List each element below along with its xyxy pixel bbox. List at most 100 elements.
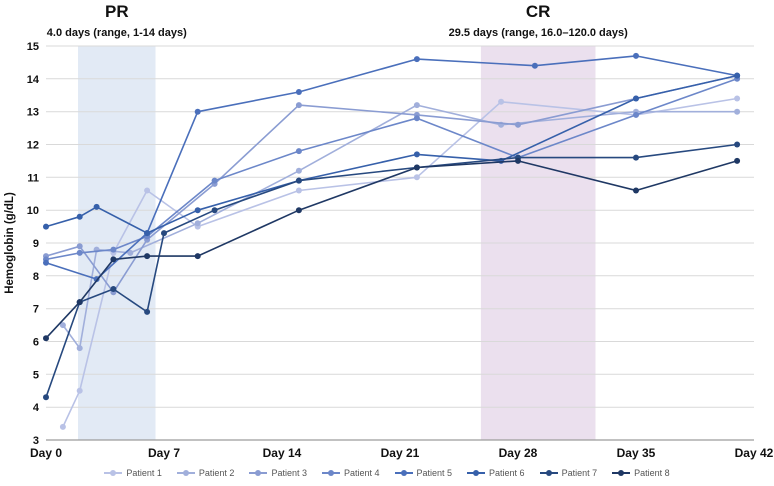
legend-dot-icon xyxy=(327,470,334,476)
data-point-patient-1 xyxy=(295,187,302,194)
data-point-patient-7 xyxy=(734,141,741,148)
pr-sublabel: 4.0 days (range, 1-14 days) xyxy=(47,27,187,39)
series-line-patient-8 xyxy=(45,160,738,339)
x-tick-label: Day 42 xyxy=(735,446,774,460)
data-point-patient-8 xyxy=(110,256,117,263)
data-point-patient-6 xyxy=(194,207,201,214)
data-point-patient-1 xyxy=(76,387,83,394)
data-point-patient-1 xyxy=(413,174,420,181)
legend-line-dot-icon xyxy=(467,470,486,476)
y-tick-label: 14 xyxy=(27,74,40,86)
data-point-patient-8 xyxy=(515,157,521,164)
data-point-patient-5 xyxy=(413,56,420,63)
cr-label: CR xyxy=(526,2,551,21)
legend-label: Patient 7 xyxy=(561,468,598,478)
data-point-patient-5 xyxy=(43,259,49,266)
legend-dot-icon xyxy=(182,470,189,476)
y-tick-label: 11 xyxy=(27,172,39,184)
data-point-patient-2 xyxy=(194,220,201,227)
x-tick-label: Day 35 xyxy=(617,446,656,460)
legend-label: Patient 8 xyxy=(634,468,670,478)
legend-dot-icon xyxy=(545,470,552,476)
data-point-patient-1 xyxy=(144,187,151,194)
data-point-patient-2 xyxy=(59,322,66,329)
data-point-patient-4 xyxy=(76,249,83,256)
data-point-patient-7 xyxy=(144,308,151,315)
legend-line-dot-icon xyxy=(321,470,340,476)
data-point-patient-4 xyxy=(211,177,218,184)
data-point-patient-6 xyxy=(413,151,420,158)
legend-dot-icon xyxy=(618,470,625,476)
series-line-patient-3 xyxy=(45,74,738,294)
legend-item-patient-4: Patient 4 xyxy=(321,468,380,478)
legend-item-patient-3: Patient 3 xyxy=(249,468,307,478)
data-point-patient-7 xyxy=(211,207,218,214)
legend-label: Patient 1 xyxy=(126,468,162,478)
legend-label: Patient 5 xyxy=(416,468,453,478)
x-tick-label: Day 14 xyxy=(263,446,302,460)
data-point-patient-6 xyxy=(93,203,100,210)
data-point-patient-3 xyxy=(515,121,521,128)
data-point-patient-2 xyxy=(413,102,420,109)
legend-dot-icon xyxy=(400,470,407,476)
series-line-patient-6 xyxy=(45,74,738,234)
data-point-patient-6 xyxy=(734,72,741,79)
y-tick-label: 9 xyxy=(33,238,39,250)
legend-item-patient-8: Patient 8 xyxy=(612,468,670,478)
y-tick-label: 13 xyxy=(27,107,39,119)
legend-line-dot-icon xyxy=(104,470,123,476)
legend-item-patient-7: Patient 7 xyxy=(539,468,598,478)
legend-item-patient-6: Patient 6 xyxy=(467,468,525,478)
legend-line-dot-icon xyxy=(249,470,268,476)
data-point-patient-7 xyxy=(633,154,639,161)
legend-item-patient-5: Patient 5 xyxy=(394,468,453,478)
legend-line-dot-icon xyxy=(539,470,558,476)
y-axis-label: Hemoglobin (g/dL) xyxy=(4,192,16,294)
data-point-patient-2 xyxy=(295,167,302,174)
data-point-patient-2 xyxy=(127,249,134,256)
y-tick-label: 3 xyxy=(33,435,39,447)
legend-item-patient-2: Patient 2 xyxy=(176,468,234,478)
data-point-patient-7 xyxy=(161,230,167,237)
data-point-patient-7 xyxy=(110,286,117,292)
data-point-patient-3 xyxy=(295,102,302,109)
y-tick-label: 10 xyxy=(27,205,39,217)
series-line-patient-4 xyxy=(45,78,738,261)
y-tick-label: 15 xyxy=(27,41,39,53)
y-tick-label: 5 xyxy=(33,369,39,381)
data-point-patient-3 xyxy=(76,243,83,250)
data-point-patient-6 xyxy=(43,223,49,230)
data-point-patient-8 xyxy=(295,207,302,214)
data-point-patient-4 xyxy=(110,246,117,253)
legend-dot-icon xyxy=(473,470,480,476)
data-point-patient-6 xyxy=(144,230,151,237)
y-tick-label: 12 xyxy=(27,140,39,152)
data-point-patient-2 xyxy=(734,108,741,115)
cr-sublabel: 29.5 days (range, 16.0–120.0 days) xyxy=(449,27,629,39)
legend-line-dot-icon xyxy=(394,470,413,476)
data-point-patient-5 xyxy=(531,62,538,69)
data-point-patient-8 xyxy=(144,253,151,260)
series-line-patient-1 xyxy=(62,97,738,428)
y-tick-label: 4 xyxy=(33,402,40,414)
data-point-patient-5 xyxy=(633,52,639,59)
data-point-patient-8 xyxy=(43,335,49,342)
x-tick-label: Day 7 xyxy=(148,446,180,460)
data-point-patient-7 xyxy=(43,394,49,401)
data-point-patient-5 xyxy=(194,108,201,115)
x-tick-label: Day 0 xyxy=(30,446,62,460)
legend-dot-icon xyxy=(110,470,117,476)
data-point-patient-8 xyxy=(633,187,639,194)
y-tick-label: 8 xyxy=(33,271,39,283)
data-point-patient-1 xyxy=(59,423,66,430)
x-tick-label: Day 21 xyxy=(381,446,420,460)
data-point-patient-7 xyxy=(295,177,302,184)
data-point-patient-2 xyxy=(76,345,83,352)
legend-dot-icon xyxy=(255,470,262,476)
pr-label: PR xyxy=(105,2,129,21)
data-point-patient-8 xyxy=(734,157,741,164)
data-point-patient-1 xyxy=(498,98,505,105)
data-point-patient-8 xyxy=(413,164,420,171)
data-point-patient-8 xyxy=(76,299,83,306)
